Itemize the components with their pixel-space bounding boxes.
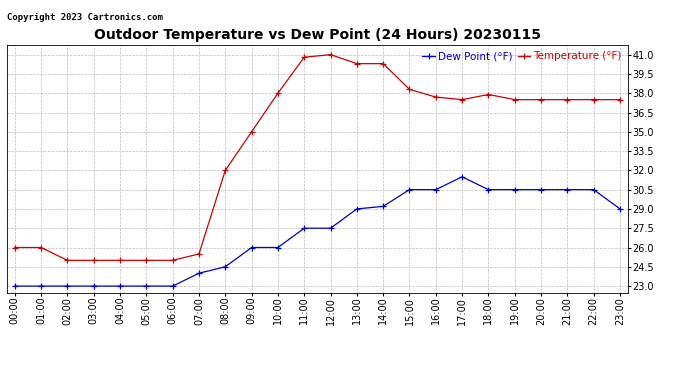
Text: Copyright 2023 Cartronics.com: Copyright 2023 Cartronics.com <box>7 13 163 22</box>
Legend: Dew Point (°F), Temperature (°F): Dew Point (°F), Temperature (°F) <box>422 50 622 62</box>
Title: Outdoor Temperature vs Dew Point (24 Hours) 20230115: Outdoor Temperature vs Dew Point (24 Hou… <box>94 28 541 42</box>
